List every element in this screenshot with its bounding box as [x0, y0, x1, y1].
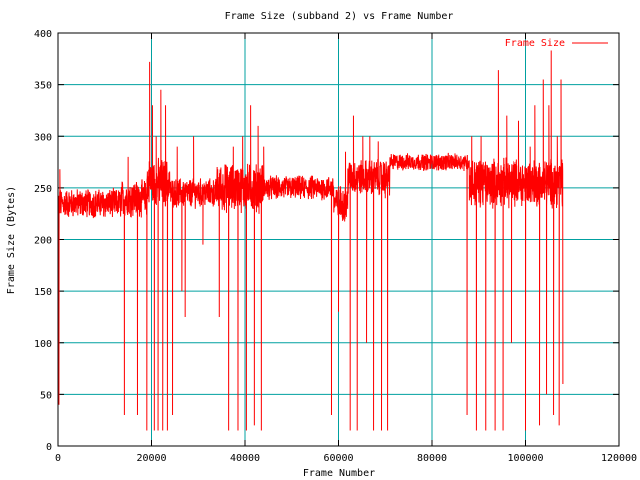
y-tick-label: 400	[34, 29, 52, 40]
y-tick-label: 250	[34, 184, 52, 195]
y-axis-label: Frame Size (Bytes)	[6, 186, 17, 294]
x-tick-label: 60000	[323, 453, 353, 464]
series-group	[57, 50, 564, 431]
frame-size-series-line	[57, 50, 564, 431]
y-tick-label: 350	[34, 81, 52, 92]
plot-border	[57, 32, 620, 447]
x-axis-label: Frame Number	[303, 468, 375, 479]
legend-label: Frame Size	[505, 38, 565, 49]
y-tick-label: 0	[46, 442, 52, 453]
y-tick-label: 150	[34, 287, 52, 298]
x-tick-label: 100000	[507, 453, 543, 464]
y-tick-label: 300	[34, 132, 52, 143]
y-tick-label: 50	[40, 390, 52, 401]
y-tick-label: 200	[34, 236, 52, 247]
chart-title: Frame Size (subband 2) vs Frame Number	[225, 11, 454, 22]
x-tick-label: 120000	[601, 453, 637, 464]
x-axis-ticks: 0 20000 40000 60000 80000 100000 120000	[55, 33, 637, 464]
x-tick-label: 40000	[230, 453, 260, 464]
x-tick-label: 0	[55, 453, 61, 464]
legend: Frame Size	[505, 38, 608, 49]
x-tick-label: 20000	[136, 453, 166, 464]
y-tick-label: 100	[34, 339, 52, 350]
x-tick-label: 80000	[417, 453, 447, 464]
y-axis-ticks: 0 50 100 150 200 250 300 350 400	[34, 29, 619, 453]
